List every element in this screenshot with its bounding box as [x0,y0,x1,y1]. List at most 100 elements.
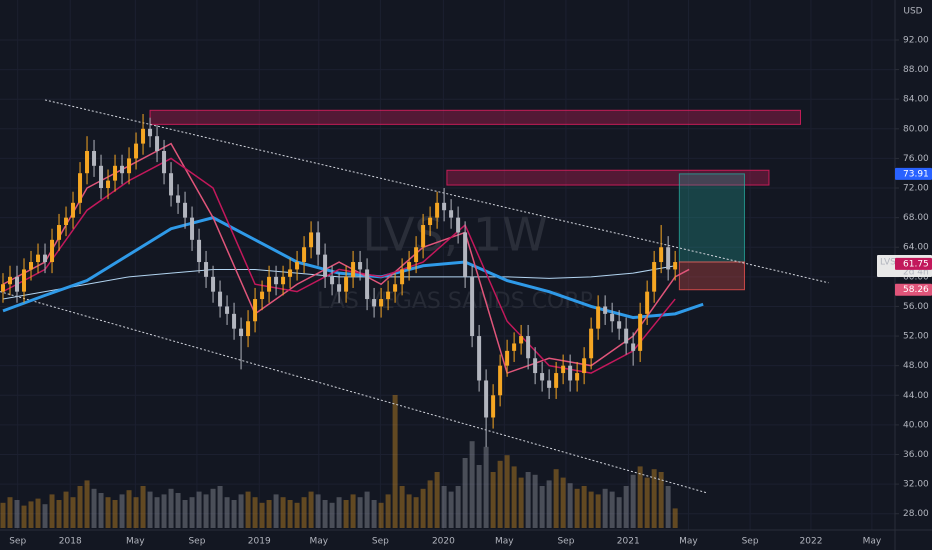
volume-bar [602,488,608,528]
candle-body [127,158,132,174]
candle-body [190,217,195,240]
volume-bar [448,491,454,528]
price-tag [895,283,932,296]
candle-body [57,225,62,240]
volume-bar [196,491,202,528]
volume-bar [441,486,447,528]
volume-bar [56,500,62,528]
candle-body [155,136,160,152]
candle-body [71,202,76,218]
candle-body [463,232,468,277]
candle-body [8,276,13,285]
candle-body [582,358,587,374]
candle-body [50,239,55,263]
candle-body [624,328,629,344]
y-tick-label: 36.00 [903,450,929,460]
candle-body [400,269,405,285]
candle-body [344,276,349,292]
x-tick-label: May [679,537,698,547]
volume-bar [63,491,69,528]
volume-bar [644,477,650,528]
candle-body [92,151,97,166]
volume-bar [336,497,342,528]
candle-body [43,254,48,263]
candle-body [302,247,307,263]
volume-bar [406,494,412,528]
volume-bar [420,488,426,528]
candle-body [134,143,139,159]
volume-bar [210,488,216,528]
zone [149,109,801,125]
x-tick-label: Sep [742,537,759,547]
volume-bar [651,469,657,528]
x-tick-label: May [309,537,328,547]
x-tick-label: 2020 [432,537,455,547]
x-tick-label: May [495,537,514,547]
candle-body [141,128,146,144]
candle-body [421,225,426,248]
volume-bar [385,494,391,528]
candle-body [239,328,244,337]
candle-body [64,217,69,226]
volume-bar [315,494,321,528]
price-tag [895,257,932,270]
candle-body [113,165,118,181]
candle-body [603,306,608,314]
price-tag-label: 61.75 [903,259,929,269]
price-tag-label: 58.26 [903,285,929,295]
volume-bar [497,460,503,528]
volume-bar [98,493,104,528]
volume-bar [567,483,573,528]
volume-bar [455,486,461,528]
x-tick-label: May [863,537,882,547]
volume-bar [581,486,587,528]
volume-bar [91,488,97,528]
volume-bar [350,494,356,528]
candle-body [540,373,545,381]
candle-body [449,210,454,218]
candle-body [470,276,475,337]
volume-bar [133,497,139,528]
candle-body [351,262,356,277]
volume-bar [287,500,293,528]
candle-body [673,262,678,270]
candle-body [176,195,181,203]
candle-body [330,276,335,285]
y-tick-label: 72.00 [903,184,929,194]
volume-bar [427,480,433,528]
candle-body [645,291,650,314]
y-tick-label: 52.00 [903,332,929,342]
price-tag-label: 73.91 [903,169,929,179]
x-tick-label: 2022 [800,537,823,547]
volume-bar [322,500,328,528]
candle-body [120,165,125,174]
volume-bar [553,469,559,528]
candle-body [288,269,293,277]
volume-bar [357,497,363,528]
y-tick-label: 28.00 [903,509,929,519]
volume-bar [560,477,566,528]
volume-bar [574,488,580,528]
volume-bar [399,486,405,528]
candle-body [372,299,377,307]
candle-body [575,373,580,381]
candle-body [309,232,314,248]
candle-body [29,262,34,270]
volume-bar [189,497,195,528]
candle-body [1,284,6,292]
volume-bar [70,497,76,528]
x-tick-label: Sep [9,537,26,547]
candle-body [484,380,489,418]
volume-bar [511,466,517,528]
candle-body [456,217,461,233]
candle-body [561,365,566,374]
x-tick-label: 2021 [617,537,640,547]
candle-body [631,343,636,351]
zone [678,173,745,263]
volume-bar [203,494,209,528]
volume-bar [154,497,160,528]
volume-bar [273,494,279,528]
candle-body [232,313,237,329]
volume-bar [238,494,244,528]
